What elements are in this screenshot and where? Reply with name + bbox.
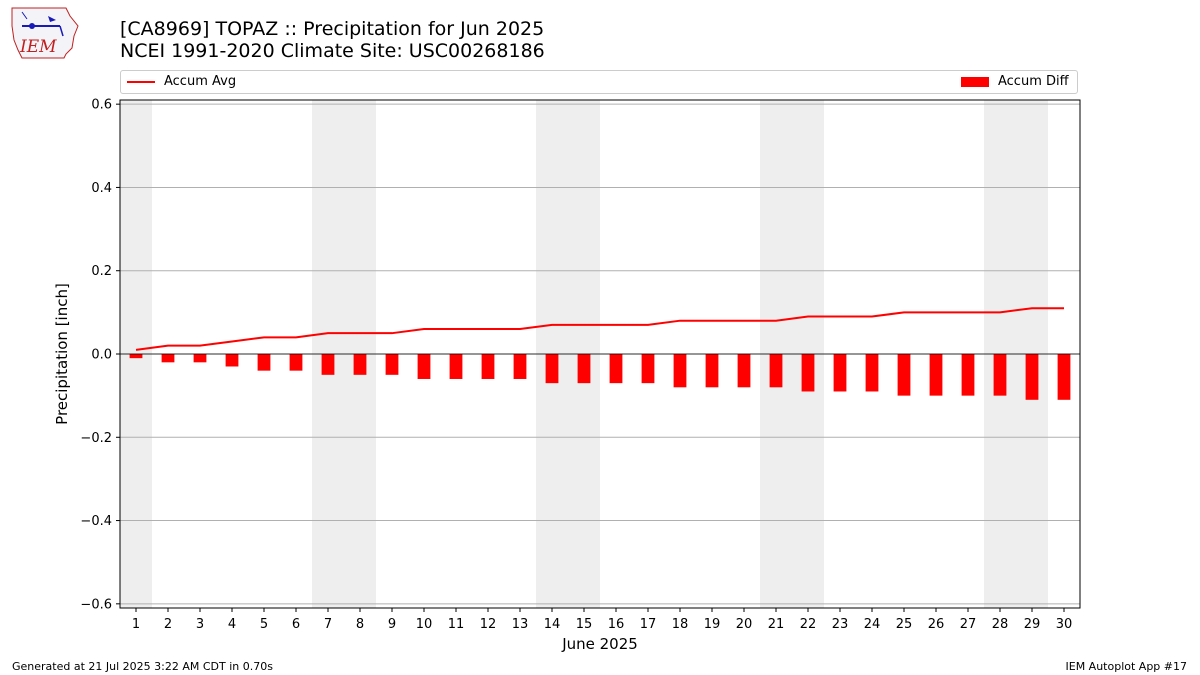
bar-day-17: [641, 354, 655, 384]
iem-logo: IEM: [8, 6, 80, 60]
bar-day-21: [769, 354, 783, 388]
bar-day-9: [385, 354, 399, 375]
x-tick-label: 10: [416, 617, 433, 632]
x-tick-label: 11: [448, 617, 465, 632]
x-tick-label: 16: [608, 617, 625, 632]
x-tick-label: 21: [768, 617, 785, 632]
y-tick-label: −0.2: [80, 431, 112, 446]
bar-day-30: [1057, 354, 1071, 400]
x-tick-label: 1: [132, 617, 140, 632]
x-tick-label: 14: [544, 617, 561, 632]
y-tick-label: 0.6: [91, 98, 112, 113]
legend: Accum Avg Accum Diff: [120, 70, 1078, 94]
bar-day-19: [705, 354, 719, 388]
bar-day-6: [289, 354, 303, 371]
x-tick-label: 19: [704, 617, 721, 632]
y-axis-label: Precipitation [inch]: [53, 283, 71, 425]
y-tick-label: 0.2: [91, 264, 112, 279]
accum-avg-line: [135, 307, 1064, 351]
bar-day-4: [225, 354, 239, 367]
footer-generated: Generated at 21 Jul 2025 3:22 AM CDT in …: [12, 660, 273, 673]
legend-line-swatch: [127, 81, 155, 83]
legend-bar-swatch: [961, 77, 989, 87]
bar-day-22: [801, 354, 815, 392]
accum-diff-bars: [120, 353, 1080, 400]
bar-day-3: [193, 354, 207, 363]
bar-day-27: [961, 354, 975, 396]
x-tick-label: 29: [1024, 617, 1041, 632]
accum-avg-line-group: [135, 307, 1064, 351]
y-tick-label: 0.4: [91, 181, 112, 196]
bar-day-15: [577, 354, 591, 384]
bar-day-29: [1025, 354, 1039, 400]
bar-day-13: [513, 354, 527, 379]
x-tick-label: 22: [800, 617, 817, 632]
x-tick-label: 4: [228, 617, 236, 632]
x-tick-label: 2: [164, 617, 172, 632]
bar-day-26: [929, 354, 943, 396]
footer-app-id: IEM Autoplot App #17: [1065, 660, 1188, 673]
x-tick-label: 26: [928, 617, 945, 632]
bar-day-18: [673, 354, 687, 388]
bar-day-1: [129, 354, 143, 359]
x-tick-label: 17: [640, 617, 657, 632]
logo-text: IEM: [19, 37, 57, 57]
y-tick-label: −0.4: [80, 514, 112, 529]
x-tick-label: 6: [292, 617, 300, 632]
x-tick-label: 27: [960, 617, 977, 632]
x-tick-label: 3: [196, 617, 204, 632]
x-tick-label: 13: [512, 617, 529, 632]
x-tick-label: 9: [388, 617, 396, 632]
y-axis-ticks: −0.6 −0.4 −0.2 0.0 0.2 0.4 0.6: [80, 98, 120, 612]
iem-logo-graphic: IEM: [11, 7, 79, 59]
bar-day-14: [545, 354, 559, 384]
chart-title: [CA8969] TOPAZ :: Precipitation for Jun …: [120, 18, 545, 62]
x-tick-label: 30: [1056, 617, 1073, 632]
x-tick-label: 12: [480, 617, 497, 632]
x-tick-label: 25: [896, 617, 913, 632]
y-tick-label: −0.6: [80, 597, 112, 612]
x-tick-label: 7: [324, 617, 332, 632]
bar-day-24: [865, 354, 879, 392]
x-tick-label: 8: [356, 617, 364, 632]
bar-day-5: [257, 354, 271, 371]
bar-day-28: [993, 354, 1007, 396]
title-line-2: NCEI 1991-2020 Climate Site: USC00268186: [120, 40, 545, 62]
x-tick-label: 15: [576, 617, 593, 632]
legend-label-accum-avg: Accum Avg: [164, 74, 237, 89]
legend-label-accum-diff: Accum Diff: [998, 74, 1069, 89]
bar-day-23: [833, 354, 847, 392]
bar-day-11: [449, 354, 463, 379]
bar-day-2: [161, 354, 175, 363]
title-line-1: [CA8969] TOPAZ :: Precipitation for Jun …: [120, 18, 545, 40]
x-tick-label: 28: [992, 617, 1009, 632]
bar-day-12: [481, 354, 495, 379]
x-axis-label: June 2025: [561, 635, 638, 653]
x-tick-label: 18: [672, 617, 689, 632]
bar-day-7: [321, 354, 335, 375]
x-axis-ticks: 1 2 3 4 5 6 7 8 9 10 11 12 13 14 15 16 17 18 19 20 21 22 23 24 2…: [132, 608, 1072, 632]
x-tick-label: 23: [832, 617, 849, 632]
x-tick-label: 24: [864, 617, 881, 632]
bar-day-25: [897, 354, 911, 396]
bar-day-20: [737, 354, 751, 388]
x-tick-label: 5: [260, 617, 268, 632]
bar-day-10: [417, 354, 431, 379]
x-tick-label: 20: [736, 617, 753, 632]
bar-day-8: [353, 354, 367, 375]
bar-day-16: [609, 354, 623, 384]
y-tick-label: 0.0: [91, 348, 112, 363]
